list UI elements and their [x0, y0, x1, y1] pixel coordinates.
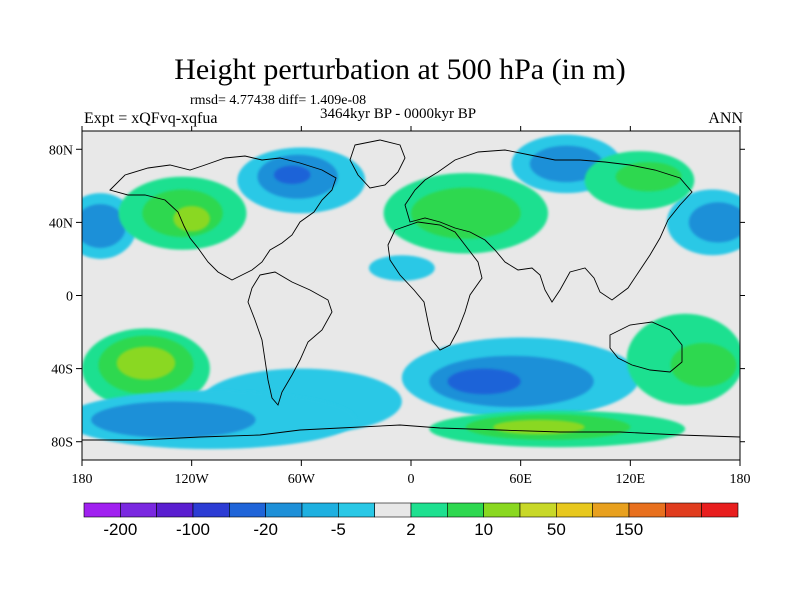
experiment-label: Expt = xQFvq-xqfua [84, 110, 218, 127]
y-tick-label: 80S [51, 436, 73, 451]
eurasia-green-mid [411, 187, 521, 239]
coast-antarctica [82, 424, 740, 441]
coastlines [82, 139, 740, 441]
y-tick-label: 0 [66, 290, 73, 305]
x-tick-label: 0 [408, 472, 415, 487]
colorbar-box [83, 502, 121, 518]
colorbar-box [665, 502, 702, 518]
x-tick-label: 180 [72, 472, 93, 487]
colorbar-label: -200 [103, 520, 137, 539]
rmsd-diff-stats: rmsd= 4.77438 diff= 1.409e-08 [190, 93, 367, 108]
colorbar-box [374, 502, 412, 518]
axis-ticks: 180 120W 60W 0 60E 120E 180 80N 40N 0 40S 80S [49, 126, 751, 487]
y-tick-label: 40S [51, 363, 73, 378]
colorbar-box [556, 502, 593, 518]
colorbar-box [483, 502, 521, 518]
x-tick-label: 120W [175, 472, 210, 487]
south-indian-blue-dark [447, 368, 521, 395]
season-label: ANN [708, 110, 743, 127]
colorbar-box [120, 502, 157, 518]
colorbar-label: 10 [474, 520, 493, 539]
east-asia-green-mid [615, 162, 682, 192]
anomaly-field [82, 134, 740, 450]
north-america-yellow [173, 205, 210, 232]
siberia-blue-mid [529, 145, 603, 183]
plot-title: Height perturbation at 500 hPa (in m) [174, 53, 626, 86]
mid-atlantic-blue [368, 255, 435, 281]
y-tick-label: 40N [49, 216, 73, 231]
colorbar-box [592, 502, 630, 518]
colorbar-label: 2 [406, 520, 415, 539]
colorbar-box [410, 502, 448, 518]
colorbar-box [701, 502, 739, 518]
colorbar-label: 150 [615, 520, 643, 539]
southern-belt-blue-mid [91, 401, 256, 439]
south-pacific-yellow [116, 346, 176, 380]
colorbar-box [447, 502, 484, 518]
colorbar-box [229, 502, 266, 518]
colorbar-box [519, 502, 557, 518]
colorbar-box [192, 502, 230, 518]
colorbar-box [338, 502, 375, 518]
arctic-canada-blue-dark [273, 165, 311, 185]
x-tick-label: 180 [730, 472, 751, 487]
time-period-label: 3464kyr BP - 0000kyr BP [320, 106, 477, 122]
coast-africa [387, 221, 483, 351]
colorbar-box [156, 502, 194, 518]
colorbar-box [628, 502, 666, 518]
colorbar-label: 50 [547, 520, 566, 539]
colorbar-box [301, 502, 339, 518]
colorbar-label: -5 [331, 520, 346, 539]
colorbar-label: -20 [253, 520, 278, 539]
coast-north-america [109, 155, 337, 281]
map-panel [82, 131, 740, 460]
coast-australia [609, 321, 683, 373]
colorbar-box [265, 502, 303, 518]
coast-south-america [247, 271, 333, 406]
colorbar-label: -100 [176, 520, 210, 539]
north-pacific-blue-east-mid [688, 202, 740, 243]
australia-green-mid [670, 343, 737, 387]
y-tick-label: 80N [49, 143, 73, 158]
colorbar: -200 -100 -20 -5 2 10 50 150 [83, 502, 739, 539]
north-pacific-blue-west-mid [82, 204, 126, 248]
x-tick-label: 60E [509, 472, 532, 487]
coast-greenland [349, 139, 406, 189]
x-tick-label: 60W [288, 472, 316, 487]
x-tick-label: 120E [616, 472, 646, 487]
coast-eurasia [404, 149, 693, 303]
